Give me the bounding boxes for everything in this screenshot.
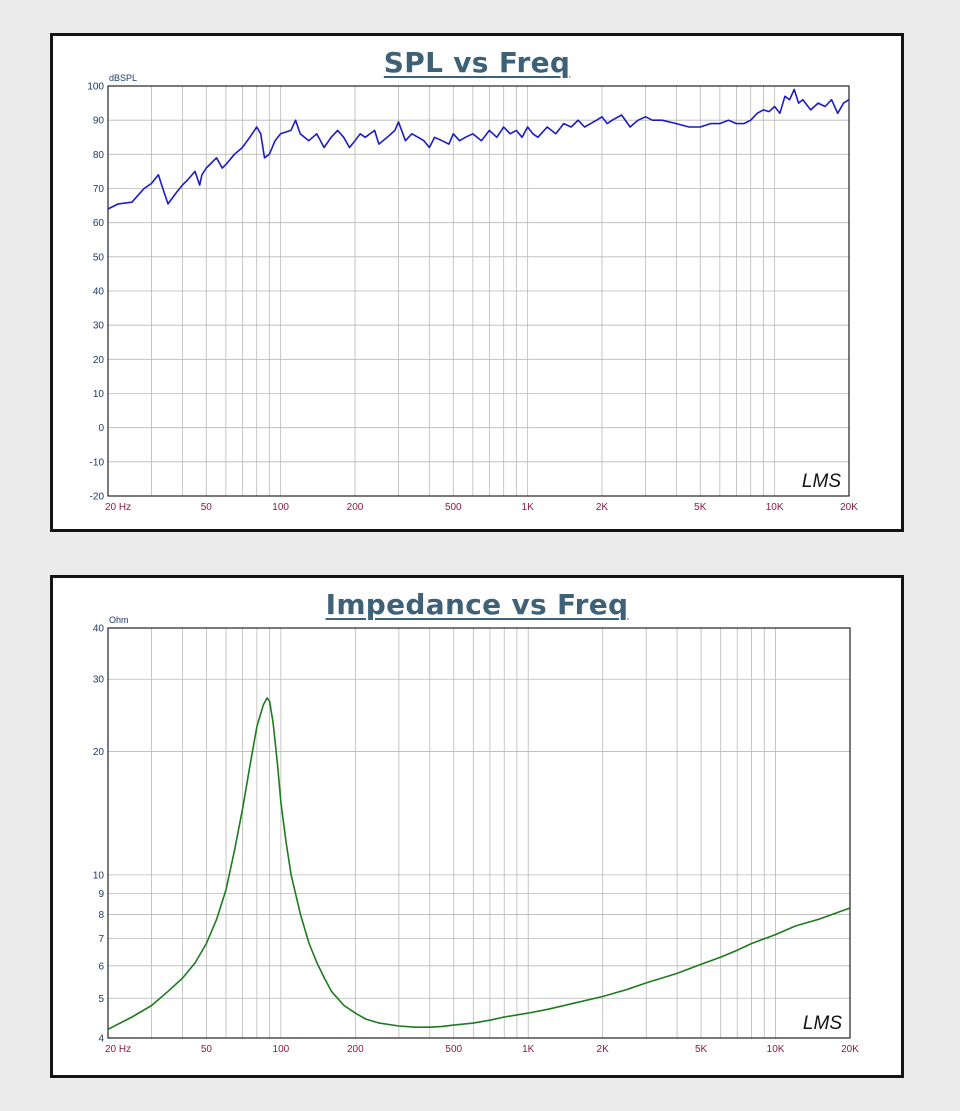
spl-plot-frame [107, 85, 850, 497]
y-tick-label: 40 [93, 624, 105, 635]
y-tick-label: 10 [93, 870, 105, 881]
impedance-x-ticks: 20 Hz 50 100 200 500 1K 2K 5K 10K 20K [105, 1044, 859, 1055]
y-tick-label: 30 [93, 321, 105, 332]
impedance-chart-panel: Impedance vs Freq 4 5 6 7 8 9 10 20 30 40 Ohm 20 Hz… [50, 575, 904, 1078]
x-tick-label: 10K [766, 502, 784, 513]
spl-y-axis-label: dBSPL [109, 73, 137, 83]
x-tick-label: 20K [840, 502, 858, 513]
y-tick-label: 50 [93, 252, 105, 263]
x-tick-label: 500 [445, 1044, 462, 1055]
x-tick-label: 1K [522, 1044, 535, 1055]
x-tick-label: 2K [597, 1044, 610, 1055]
spl-lms-watermark: LMS [802, 471, 841, 492]
y-tick-label: 10 [93, 389, 105, 400]
x-tick-label: 5K [695, 1044, 708, 1055]
x-tick-label: 200 [347, 1044, 364, 1055]
spl-gridlines [107, 85, 850, 497]
y-tick-label: 70 [93, 184, 105, 195]
x-tick-label: 50 [201, 1044, 213, 1055]
y-tick-label: -20 [90, 492, 105, 503]
y-tick-label: 6 [98, 961, 104, 972]
x-tick-label: 20K [841, 1044, 859, 1055]
impedance-gridlines [107, 627, 851, 1039]
y-tick-label: 90 [93, 116, 105, 127]
y-tick-label: 8 [98, 910, 104, 921]
impedance-y-axis-label: Ohm [109, 615, 129, 625]
x-tick-label: 100 [272, 502, 289, 513]
y-tick-label: 60 [93, 218, 105, 229]
y-tick-label: 30 [93, 675, 105, 686]
y-tick-label: 40 [93, 287, 105, 298]
y-tick-label: 7 [98, 934, 104, 945]
impedance-y-ticks: 4 5 6 7 8 9 10 20 30 40 [93, 624, 105, 1045]
impedance-plot: 4 5 6 7 8 9 10 20 30 40 Ohm 20 Hz 50 100 200 500 1K 2K 5K 1… [93, 615, 859, 1055]
y-tick-label: 20 [93, 355, 105, 366]
y-tick-label: 0 [98, 423, 104, 434]
spl-chart-panel: SPL vs Freq -20 -10 0 10 20 30 40 50 60 70 80 90 100… [50, 33, 904, 532]
impedance-chart-title: Impedance vs Freq [325, 588, 629, 621]
x-tick-label: 20 Hz [105, 502, 131, 513]
x-tick-label: 50 [201, 502, 213, 513]
spl-plot: -20 -10 0 10 20 30 40 50 60 70 80 90 100 dBSPL 20 Hz 50… [87, 73, 858, 513]
x-tick-label: 1K [522, 502, 535, 513]
spl-y-ticks: -20 -10 0 10 20 30 40 50 60 70 80 90 100 [87, 82, 104, 503]
y-tick-label: 4 [98, 1034, 104, 1045]
x-tick-label: 10K [767, 1044, 785, 1055]
y-tick-label: 9 [98, 889, 104, 900]
spl-chart-title: SPL vs Freq [383, 46, 571, 79]
spl-x-ticks: 20 Hz 50 100 200 500 1K 2K 5K 10K 20K [105, 502, 858, 513]
y-tick-label: 80 [93, 150, 105, 161]
x-tick-label: 200 [347, 502, 364, 513]
impedance-lms-watermark: LMS [803, 1013, 842, 1034]
x-tick-label: 20 Hz [105, 1044, 131, 1055]
y-tick-label: 5 [98, 994, 104, 1005]
x-tick-label: 5K [694, 502, 707, 513]
spl-curve [107, 88, 850, 210]
y-tick-label: 20 [93, 747, 105, 758]
x-tick-label: 500 [445, 502, 462, 513]
y-tick-label: -10 [90, 457, 105, 468]
impedance-curve [107, 697, 851, 1031]
x-tick-label: 100 [273, 1044, 290, 1055]
x-tick-label: 2K [596, 502, 609, 513]
y-tick-label: 100 [87, 82, 104, 93]
impedance-plot-frame [107, 627, 851, 1039]
